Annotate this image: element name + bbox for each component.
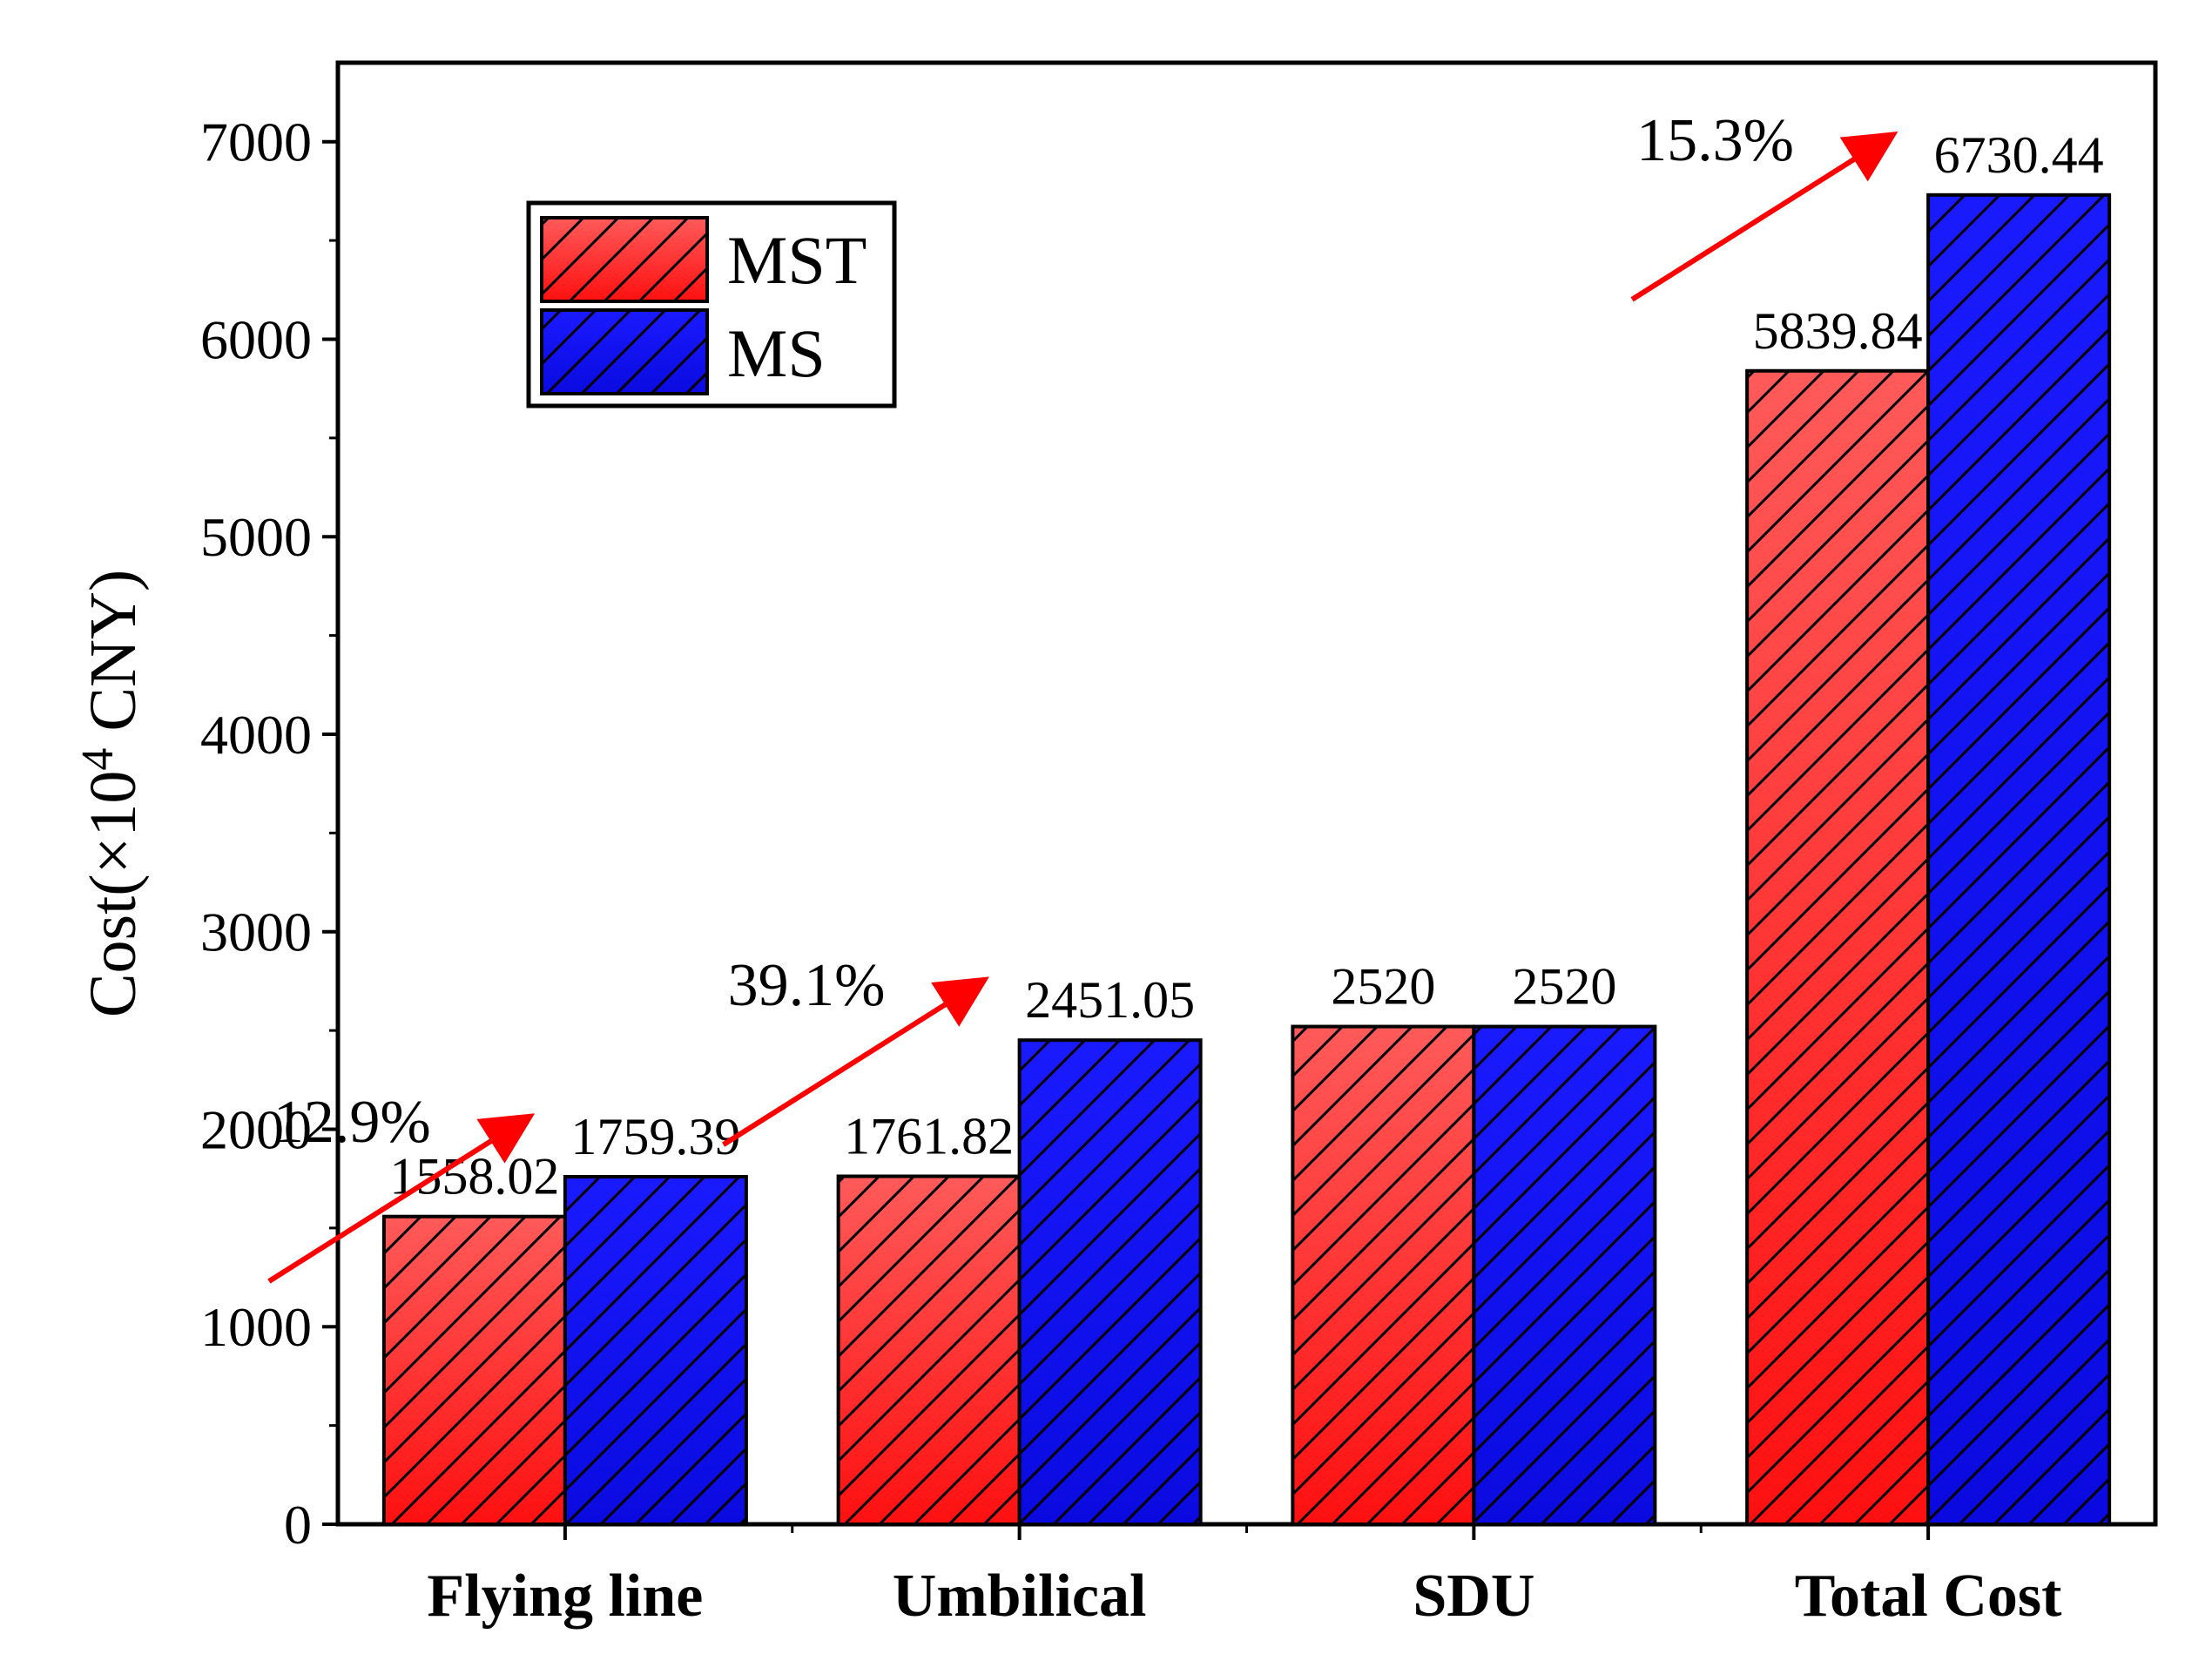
bar-mst-flying-line-hatch: [381, 1214, 567, 1527]
value-label-mst-umbilical: 1761.82: [844, 1107, 1014, 1165]
bar-ms-sdu-hatch: [1472, 1024, 1657, 1526]
annotations: 12.9% 39.1% 15.3%: [267, 107, 1898, 1284]
legend-swatch-mst-hatch: [540, 216, 709, 303]
bar-mst-umbilical-hatch: [836, 1174, 1022, 1526]
bar-mst-sdu-hatch: [1291, 1024, 1476, 1526]
legend-item-mst: MST: [540, 216, 867, 303]
increase-label-total-cost: 15.3%: [1636, 107, 1794, 174]
x-tick-label-total-cost: Total Cost: [1795, 1563, 2062, 1630]
bar-mst-total-cost-hatch: [1745, 368, 1931, 1526]
increase-arrow-flying-line: [267, 1113, 536, 1284]
y-tick-label-6000: 6000: [200, 308, 312, 370]
legend-label-mst: MST: [727, 222, 867, 298]
value-label-ms-total-cost: 6730.44: [1934, 126, 2104, 184]
y-tick-label-4000: 4000: [200, 704, 312, 766]
legend-swatch-ms-hatch: [540, 308, 709, 395]
x-axis: Flying line Umbilical SDU Total Cost: [427, 1524, 2061, 1630]
legend: MST MS: [526, 200, 897, 408]
x-tick-label-flying-line: Flying line: [427, 1563, 703, 1630]
x-tick-label-umbilical: Umbilical: [893, 1563, 1147, 1630]
y-tick-label-7000: 7000: [200, 111, 312, 173]
bar-ms-total-cost-hatch: [1926, 192, 2112, 1526]
x-tick-label-sdu: SDU: [1413, 1563, 1534, 1630]
y-tick-label-2000: 2000: [200, 1098, 312, 1160]
y-axis-title: Cost(×104 CNY): [73, 570, 150, 1017]
value-label-ms-sdu: 2520: [1512, 958, 1616, 1016]
increase-label-flying-line: 12.9%: [273, 1089, 431, 1156]
y-tick-label-3000: 3000: [200, 901, 312, 963]
value-label-mst-sdu: 2520: [1331, 958, 1435, 1016]
legend-item-ms: MS: [540, 308, 826, 395]
bar-ms-flying-line-hatch: [563, 1175, 748, 1526]
y-tick-label-5000: 5000: [200, 506, 312, 568]
value-label-mst-total-cost: 5839.84: [1753, 302, 1923, 360]
value-label-mst-flying-line: 1558.02: [389, 1148, 559, 1205]
legend-label-ms: MS: [727, 315, 826, 391]
y-tick-label-0: 0: [284, 1494, 312, 1556]
increase-arrow-total-cost: [1630, 132, 1898, 302]
bar-ms-umbilical-hatch: [1017, 1038, 1203, 1527]
y-tick-label-1000: 1000: [200, 1296, 312, 1358]
increase-arrow-umbilical: [722, 976, 989, 1147]
increase-label-umbilical: 39.1%: [728, 952, 886, 1019]
value-label-ms-flying-line: 1759.39: [570, 1108, 740, 1165]
value-label-ms-umbilical: 2451.05: [1025, 971, 1195, 1029]
y-axis: 0 1000 2000 3000 4000 5000 6000 7000: [200, 111, 338, 1556]
bars: [381, 192, 2112, 1527]
